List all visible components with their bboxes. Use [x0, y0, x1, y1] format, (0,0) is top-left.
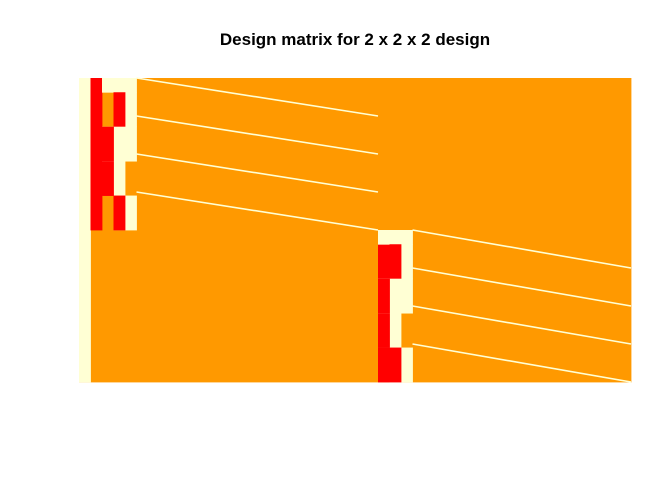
heatmap-cell — [79, 78, 91, 383]
heatmap-cell — [378, 278, 390, 314]
chart-title: Design matrix for 2 x 2 x 2 design — [219, 30, 491, 49]
heatmap-stripe — [136, 191, 379, 231]
heatmap-stripe — [412, 343, 632, 383]
heatmap-cell — [90, 78, 103, 231]
heatmap-cell — [378, 313, 390, 348]
heatmap-cell — [389, 347, 402, 383]
heatmap-stripe — [136, 153, 379, 193]
heatmap-stripe — [412, 229, 632, 269]
heatmap-cell — [389, 244, 402, 280]
heatmap-stripe — [412, 267, 632, 307]
heatmap-stripe — [412, 305, 632, 345]
heatmap-background — [79, 78, 632, 383]
heatmap-cell — [378, 230, 413, 245]
heatmap-stripe — [136, 115, 379, 155]
heatmap-cell — [102, 78, 137, 93]
heatmap-cell — [102, 126, 114, 162]
heatmap-cell — [113, 92, 126, 128]
heatmap-cell — [113, 195, 126, 231]
heatmap-stripe — [136, 77, 379, 117]
heatmap-cell — [102, 161, 114, 196]
